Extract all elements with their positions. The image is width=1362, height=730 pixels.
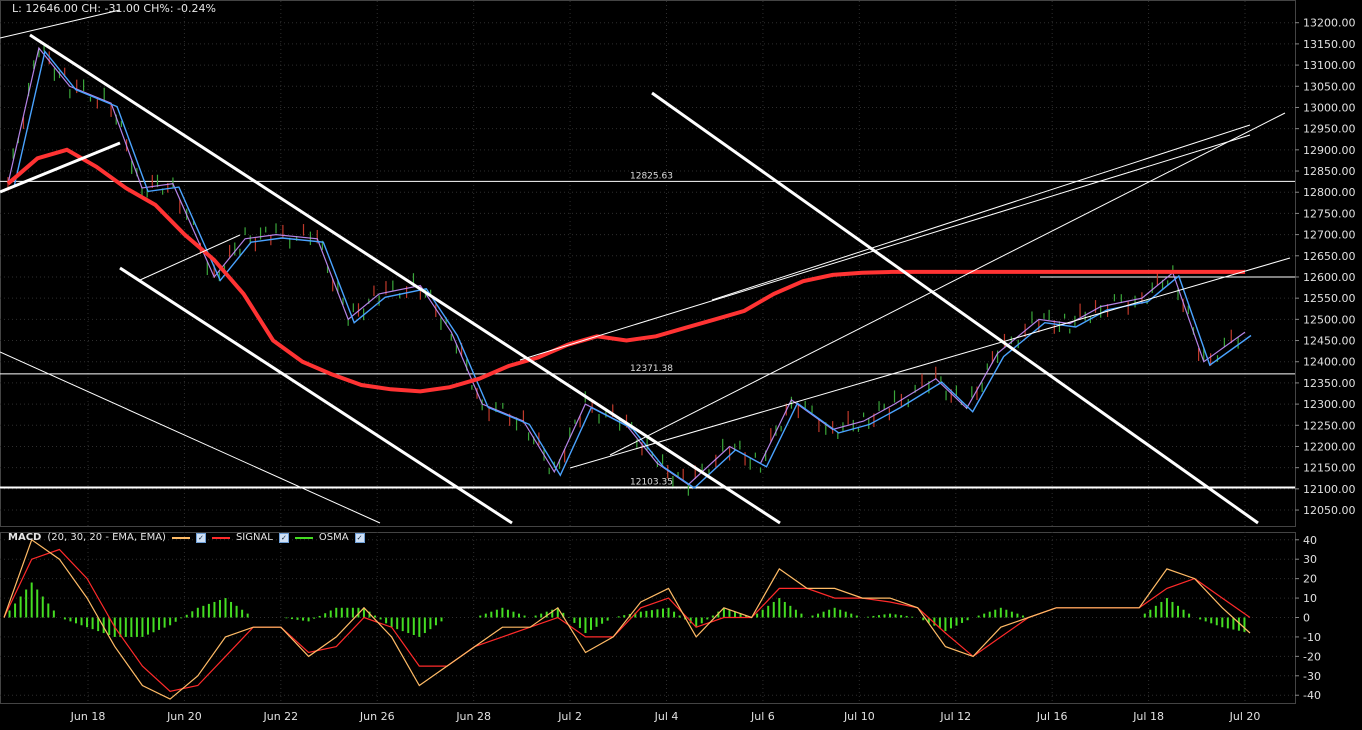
trendline-short [0,141,121,194]
price-tick-label: 12500.00 [1303,313,1356,326]
osma-visibility-checkbox[interactable]: ✓ [354,532,365,543]
price-tick-label: 12350.00 [1303,377,1356,390]
signal-line-swatch [211,536,230,539]
time-axis: Jun 18 Jun 20 Jun 22 Jun 26 Jun 28 Jul 2 Jul 4… [70,710,1261,723]
trendline-channel-lower [119,266,513,525]
time-tick-label: Jun 20 [166,710,202,723]
signal-label: SIGNAL [235,532,273,543]
price-tick-label: 12950.00 [1303,123,1356,136]
ma-slow-line [6,147,1245,394]
price-tick-label: 12200.00 [1303,440,1356,453]
price-tick-label: 12050.00 [1303,504,1356,517]
grid [0,0,1296,704]
price-tick-label: 12550.00 [1303,292,1356,305]
macd-tick-label: 10 [1303,592,1317,605]
time-tick-label: Jul 20 [1229,710,1261,723]
macd-tick-label: 20 [1303,573,1317,586]
price-tick-label: 12750.00 [1303,207,1356,220]
macd-axis: 40 30 20 10 0 -10 -20 -30 -40 [1295,534,1321,702]
level-label: 12825.63 [630,171,673,181]
price-tick-label: 12400.00 [1303,356,1356,369]
trendline-thin-top [0,9,121,39]
macd-name: MACD [8,532,42,543]
price-tick-label: 12600.00 [1303,271,1356,284]
time-tick-label: Jul 4 [654,710,679,723]
price-axis: 13200.00 13150.00 13100.00 13050.00 13000.00… [1295,17,1356,517]
time-tick-label: Jul 10 [843,710,875,723]
trendline-up [609,112,1286,456]
price-tick-label: 12650.00 [1303,250,1356,263]
macd-panel [3,538,1251,700]
price-tick-label: 12450.00 [1303,335,1356,348]
macd-params: (20, 30, 20 - EMA, EMA) [47,532,166,543]
osma-swatch [294,536,313,539]
level-label: 12371.38 [630,364,673,374]
level-label: 12103.35 [630,477,673,487]
trendline-up [569,257,1291,469]
macd-tick-label: -20 [1303,650,1321,663]
price-tick-label: 13000.00 [1303,101,1356,114]
signal-visibility-checkbox[interactable]: ✓ [278,532,289,543]
trendline-up [519,134,1251,361]
time-tick-label: Jun 18 [70,710,106,723]
price-tick-label: 13200.00 [1303,17,1356,30]
time-tick-label: Jul 18 [1132,710,1164,723]
trendline-channel-upper [29,33,781,525]
price-tick-label: 12850.00 [1303,165,1356,178]
time-tick-label: Jun 22 [262,710,298,723]
time-tick-label: Jul 2 [557,710,582,723]
price-tick-label: 13100.00 [1303,59,1356,72]
price-panel-border [0,0,1296,527]
macd-tick-label: -30 [1303,670,1321,683]
quote-readout: L: 12646.00 CH: -31.00 CH%: -0.24% [12,2,216,15]
time-tick-label: Jul 6 [750,710,775,723]
price-tick-label: 12700.00 [1303,229,1356,242]
price-tick-label: 13050.00 [1303,80,1356,93]
time-tick-label: Jul 16 [1036,710,1068,723]
price-tick-label: 12250.00 [1303,419,1356,432]
macd-tick-label: 30 [1303,553,1317,566]
macd-visibility-checkbox[interactable]: ✓ [195,532,206,543]
price-tick-label: 13150.00 [1303,38,1356,51]
price-tick-label: 12100.00 [1303,483,1356,496]
price-tick-label: 12150.00 [1303,462,1356,475]
trendline-small [139,234,241,281]
price-tick-label: 12800.00 [1303,186,1356,199]
trendline-thin [0,351,381,524]
osma-label: OSMA [318,532,349,543]
trendline-down [651,91,1259,525]
macd-tick-label: -40 [1303,689,1321,702]
trendline-up [711,124,1251,301]
price-panel: 12825.63 12371.38 12103.35 [0,9,1295,525]
macd-tick-label: -10 [1303,631,1321,644]
macd-line [3,538,1251,700]
time-tick-label: Jun 28 [455,710,491,723]
price-tick-label: 12300.00 [1303,398,1356,411]
macd-tick-label: 0 [1303,612,1310,625]
time-tick-label: Jul 12 [939,710,971,723]
time-tick-label: Jun 26 [359,710,395,723]
macd-legend: MACD (20, 30, 20 - EMA, EMA) ✓ SIGNAL ✓ … [8,532,365,543]
macd-line-swatch [171,536,190,539]
macd-tick-label: 40 [1303,534,1317,547]
price-tick-label: 12900.00 [1303,144,1356,157]
